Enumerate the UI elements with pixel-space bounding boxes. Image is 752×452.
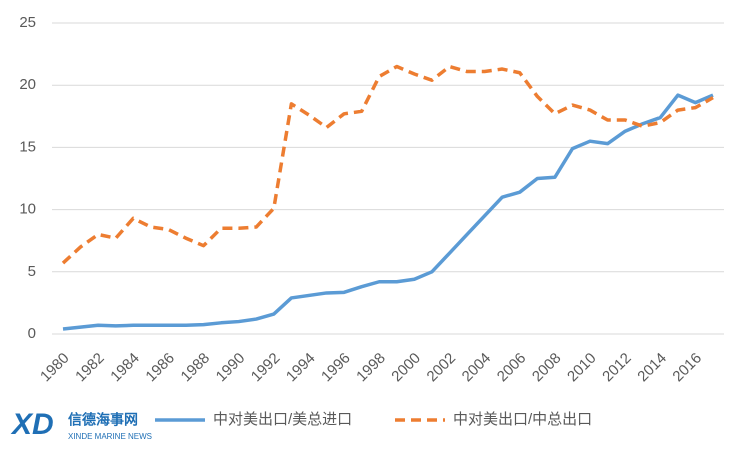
x-tick-label: 2000 <box>388 350 424 386</box>
y-tick-label: 15 <box>19 138 36 155</box>
x-tick-label: 2004 <box>459 350 495 386</box>
x-tick-label: 1982 <box>72 350 108 386</box>
x-tick-label: 1990 <box>213 350 249 386</box>
y-tick-label: 0 <box>28 325 36 342</box>
x-tick-label: 1988 <box>178 350 214 386</box>
x-tick-label: 1986 <box>142 350 178 386</box>
x-tick-label: 2014 <box>634 350 670 386</box>
legend-label: 中对美出口/中总出口 <box>453 411 592 428</box>
y-tick-label: 5 <box>28 263 36 280</box>
x-tick-label: 1980 <box>37 350 73 386</box>
x-tick-label: 1996 <box>318 350 354 386</box>
x-tick-label: 1998 <box>353 350 389 386</box>
x-tick-label: 2008 <box>529 350 565 386</box>
x-tick-label: 2002 <box>424 350 460 386</box>
watermark-logo: XD <box>10 408 54 441</box>
x-tick-label: 2006 <box>494 350 530 386</box>
y-tick-label: 20 <box>19 76 36 93</box>
y-tick-label: 25 <box>19 14 36 31</box>
x-tick-label: 2010 <box>564 350 600 386</box>
x-tick-label: 1994 <box>283 350 319 386</box>
legend-label: 中对美出口/美总进口 <box>213 411 352 428</box>
watermark: XD 信德海事网 XINDE MARINE NEWS <box>10 408 152 441</box>
watermark-name: 信德海事网 <box>68 412 138 428</box>
x-tick-label: 1992 <box>248 350 284 386</box>
watermark-subtitle: XINDE MARINE NEWS <box>68 432 152 441</box>
y-tick-label: 10 <box>19 201 36 218</box>
x-tick-label: 2012 <box>599 350 635 386</box>
series-line <box>62 93 714 331</box>
series-line <box>61 64 714 265</box>
x-tick-label: 1984 <box>107 350 143 386</box>
x-tick-label: 2016 <box>669 350 705 386</box>
